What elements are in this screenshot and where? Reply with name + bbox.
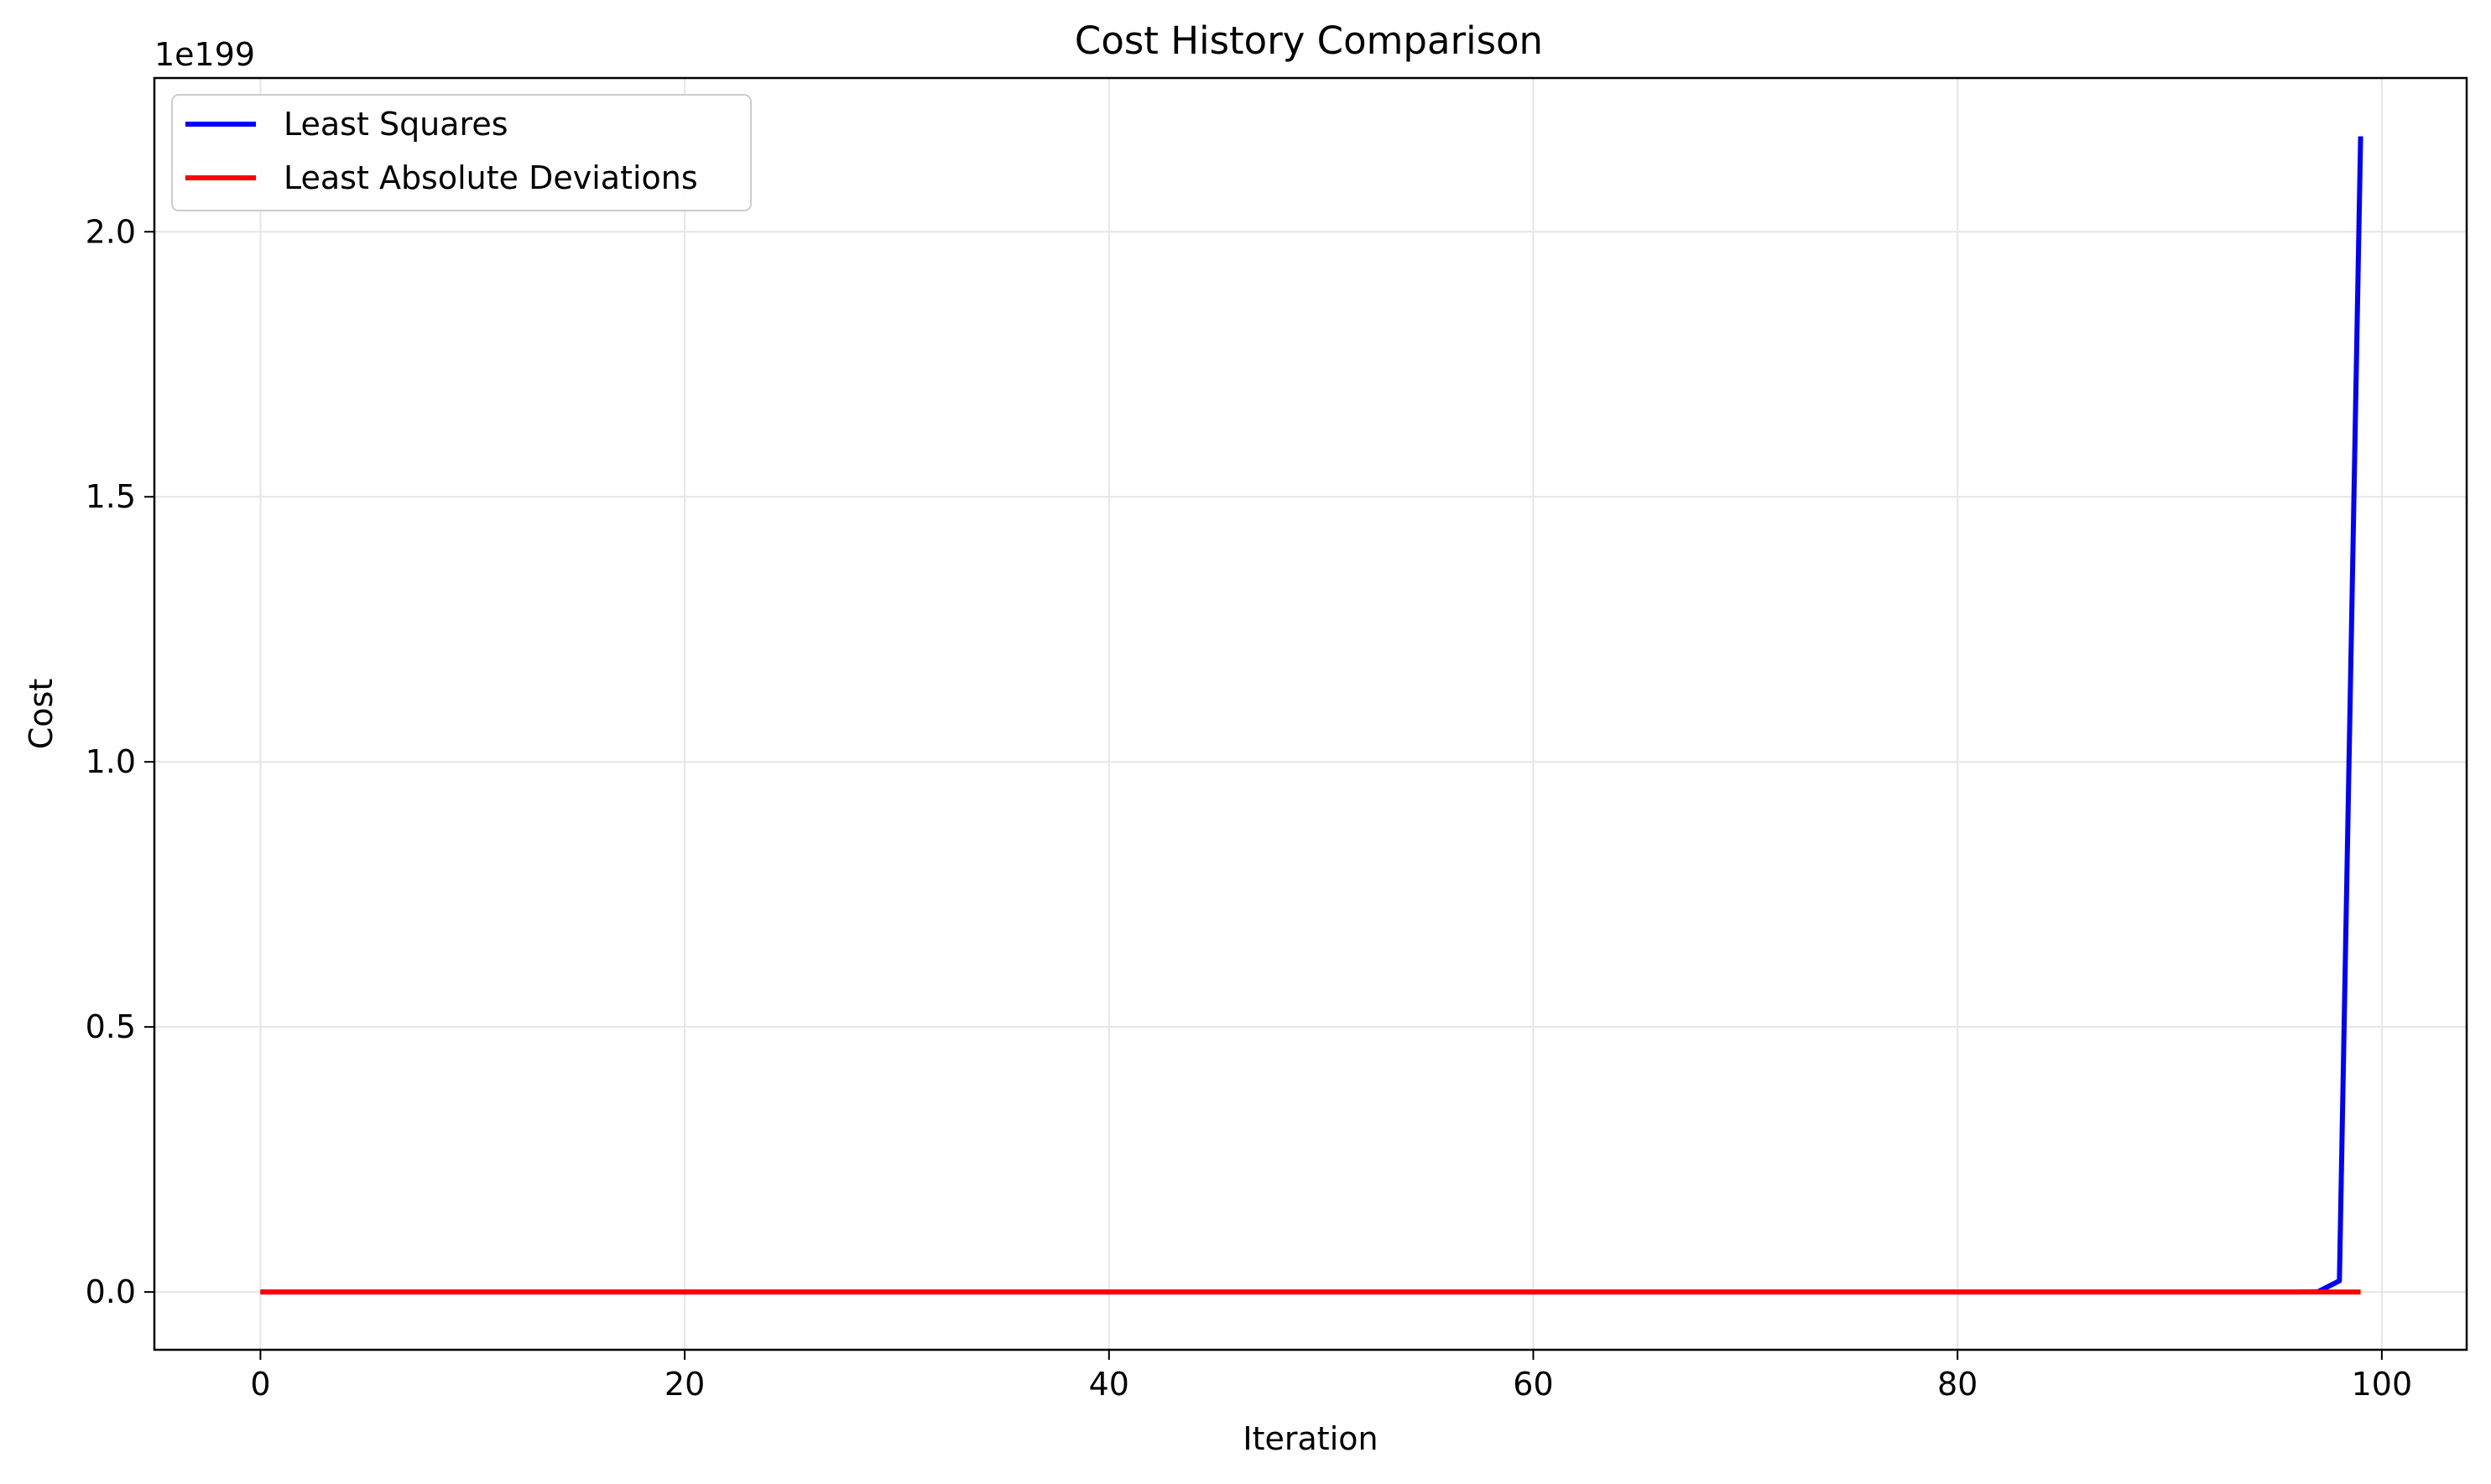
y-tick-label: 0.0: [86, 1273, 136, 1310]
legend-label: Least Absolute Deviations: [284, 159, 698, 196]
x-tick-label: 40: [1089, 1366, 1129, 1403]
legend-label: Least Squares: [284, 106, 508, 143]
y-axis-offset-label: 1e199: [154, 36, 255, 73]
y-tick-label: 1.0: [86, 743, 136, 780]
x-tick-label: 20: [664, 1366, 705, 1403]
x-tick-label: 60: [1513, 1366, 1553, 1403]
x-tick-label: 80: [1937, 1366, 1978, 1403]
x-tick-label: 100: [2352, 1366, 2413, 1403]
y-tick-label: 0.5: [86, 1008, 136, 1045]
y-axis-label: Cost: [23, 679, 60, 749]
chart-title: Cost History Comparison: [1075, 18, 1543, 63]
y-axis-ticks: 0.0 0.5 1.0 1.5 2.0: [86, 213, 154, 1310]
plot-frame: [153, 76, 2468, 1351]
x-axis-label: Iteration: [1243, 1420, 1378, 1457]
y-tick-label: 2.0: [86, 213, 136, 250]
series-lines: [260, 136, 2363, 1295]
x-tick-label: 0: [250, 1366, 270, 1403]
y-tick-label: 1.5: [86, 478, 136, 515]
legend-box: [171, 94, 752, 211]
legend: Least Squares Least Absolute Deviations: [171, 94, 752, 211]
x-axis-ticks: 0 20 40 60 80 100: [250, 1350, 2412, 1403]
